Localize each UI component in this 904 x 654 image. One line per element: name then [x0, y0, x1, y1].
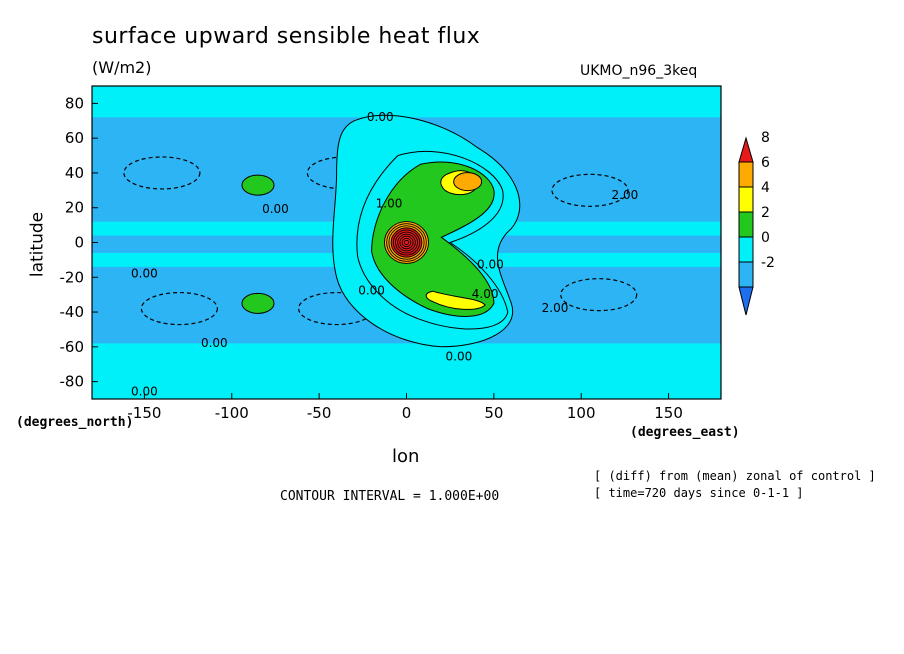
colorbar-arrow-top [738, 136, 754, 163]
y-tick-label: -60 [60, 338, 85, 356]
x-axis-label: lon [392, 446, 420, 467]
colorbar-segment [738, 261, 754, 288]
y-tick-label: 80 [65, 94, 84, 112]
x-tick-label: 0 [402, 404, 412, 422]
contour-label: 2.00 [612, 188, 639, 202]
colorbar-segment [738, 236, 754, 263]
x-tick-label: 150 [654, 404, 683, 422]
negative-anomaly [560, 278, 638, 312]
y-tick-label: -80 [60, 373, 85, 391]
colorbar-segment [738, 161, 754, 188]
y-tick-label: 0 [74, 234, 84, 252]
note-line-2: [ time=720 days since 0-1-1 ] [594, 486, 804, 500]
x-tick-label: -50 [307, 404, 332, 422]
contour-label: 0.00 [262, 202, 289, 216]
y-tick-label: 20 [65, 199, 84, 217]
contour-label: 4.00 [472, 287, 499, 301]
contour-label: 0.00 [367, 110, 394, 124]
x-tick-label: -100 [215, 404, 249, 422]
positive-anomaly-small [241, 174, 275, 196]
dataset-label: UKMO_n96_3keq [580, 63, 698, 79]
colorbar-label: 2 [761, 205, 770, 221]
colorbar-segment [738, 186, 754, 213]
contour-label: 0.00 [201, 336, 228, 350]
chart-units: (W/m2) [92, 58, 152, 77]
positive-anomaly [425, 290, 486, 310]
colorbar-label: -2 [761, 255, 775, 271]
contour-label: 0.00 [477, 258, 504, 272]
contour-label: 0.00 [446, 350, 473, 364]
zonal-band [92, 86, 721, 118]
note-line-1: [ (diff) from (mean) zonal of control ] [594, 469, 876, 483]
tropical-core-contour [403, 239, 410, 246]
positive-anomaly-peak [453, 172, 483, 192]
colorbar-label: 6 [761, 155, 770, 171]
chart-title: surface upward sensible heat flux [92, 24, 481, 49]
colorbar-arrow-bottom [738, 286, 754, 316]
negative-anomaly [123, 156, 201, 190]
colorbar-label: 4 [761, 180, 770, 196]
contour-label: 0.00 [358, 284, 385, 298]
contour-label: 0.00 [131, 385, 158, 399]
contour-interval: CONTOUR INTERVAL = 1.000E+00 [280, 489, 500, 504]
y-tick-label: -40 [60, 303, 85, 321]
x-tick-label: -150 [127, 404, 161, 422]
contour-label: 1.00 [376, 197, 403, 211]
y-axis-unit: (degrees_north) [16, 415, 134, 430]
contour-label: 2.00 [542, 301, 569, 315]
y-tick-label: -20 [60, 268, 85, 286]
positive-anomaly [371, 161, 495, 317]
x-axis-unit: (degrees_east) [630, 425, 740, 440]
colorbar-label: 8 [761, 130, 770, 146]
colorbar-label: 0 [761, 230, 770, 246]
negative-anomaly [140, 291, 218, 326]
x-tick-label: 100 [567, 404, 596, 422]
negative-anomaly [551, 173, 629, 207]
y-tick-label: 40 [65, 164, 84, 182]
x-tick-label: 50 [484, 404, 503, 422]
colorbar-segment [738, 211, 754, 238]
contour-label: 0.00 [131, 266, 158, 280]
y-tick-label: 60 [65, 129, 84, 147]
positive-anomaly-small [241, 292, 275, 314]
zonal-band [92, 343, 721, 399]
